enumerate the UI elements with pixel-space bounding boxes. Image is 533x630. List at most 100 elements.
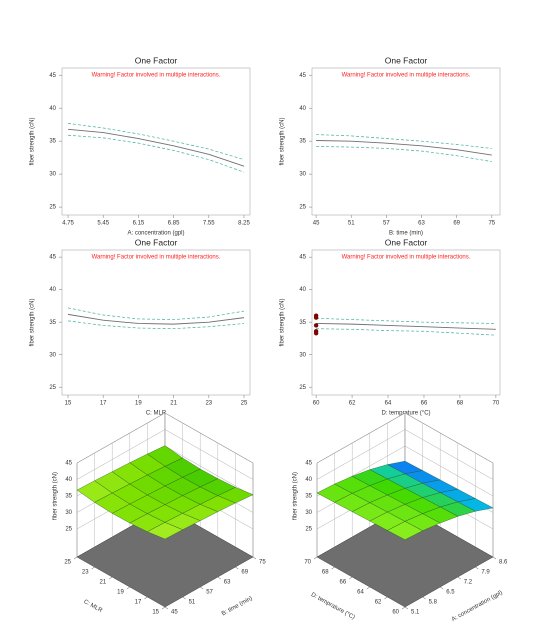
data-point (313, 315, 319, 320)
x-tick-label: 66 (421, 401, 428, 407)
y-tick (73, 556, 78, 560)
x-tick-label: 63 (224, 580, 231, 586)
x-tick-label: 75 (488, 221, 495, 227)
x-tick-label: 45 (313, 221, 320, 227)
y-tick (313, 556, 318, 560)
chart-title: One Factor (135, 55, 178, 65)
x-tick-label: 51 (348, 221, 355, 227)
x-tick-label: 5.45 (97, 221, 109, 227)
y-axis-label: D: temprature (°C) (310, 592, 356, 621)
x-tick (422, 596, 426, 600)
y-tick-label: 35 (299, 139, 306, 145)
y-tick-label: 25 (64, 560, 71, 566)
y-tick (109, 576, 113, 580)
x-tick (235, 566, 239, 570)
z-tick-label: 40 (305, 477, 312, 483)
chart-title: One Factor (135, 237, 178, 247)
ci-line (316, 134, 492, 149)
y-tick-label: 25 (49, 205, 56, 211)
x-tick (404, 606, 409, 610)
x-tick (457, 576, 461, 580)
x-tick-label: 62 (349, 401, 356, 407)
y-axis-label: fiber strength (cN) (30, 298, 36, 346)
x-axis-label: B: time (min) (221, 596, 254, 618)
x-tick-label: 7.9 (481, 570, 490, 576)
x-tick-label: 21 (170, 401, 177, 407)
y-tick-label: 30 (299, 172, 306, 178)
y-tick-label: 40 (49, 106, 56, 112)
x-tick-label: 64 (385, 401, 392, 407)
x-tick-label: 6.5 (446, 590, 455, 596)
x-tick-label: 63 (418, 221, 425, 227)
x-tick-label: 4.75 (62, 221, 74, 227)
chart-title: One Factor (385, 55, 428, 65)
y-axis-label: fiber strength (cN) (280, 298, 286, 346)
y-axis-label: C: MLR (82, 599, 103, 614)
ci-line (67, 307, 245, 320)
data-point (313, 323, 319, 328)
annotation: Warning! Factor involved in multiple int… (342, 73, 471, 79)
x-tick-label: 5.8 (429, 600, 438, 606)
x-tick (252, 556, 257, 560)
y-tick-label: 45 (299, 255, 306, 261)
z-tick-label: 35 (305, 494, 312, 500)
x-tick-label: 17 (100, 401, 107, 407)
plot-frame (61, 249, 251, 396)
x-tick-label: 69 (453, 221, 460, 227)
x-tick (217, 576, 221, 580)
x-tick (440, 586, 444, 590)
x-tick (182, 596, 186, 600)
plot-frame (311, 67, 501, 216)
y-tick-label: 17 (135, 600, 142, 606)
x-tick-label: 25 (241, 401, 248, 407)
y-axis-label: fiber strength (cN) (280, 117, 286, 165)
y-tick-label: 25 (299, 205, 306, 211)
x-tick-label: 69 (241, 570, 248, 576)
z-tick-label: 45 (65, 461, 72, 467)
y-tick-label: 70 (304, 560, 311, 566)
x-axis-label: A: concentration (gpl) (127, 231, 184, 237)
y-tick-label: 35 (299, 320, 306, 326)
z-tick-label: 45 (305, 461, 312, 467)
z-tick-label: 40 (65, 477, 72, 483)
annotation: Warning! Factor involved in multiple int… (92, 255, 221, 261)
prediction-line (67, 128, 245, 167)
x-tick-label: 8.25 (238, 221, 250, 227)
y-tick-label: 45 (299, 73, 306, 79)
x-tick-label: 5.1 (411, 610, 420, 616)
ci-line (67, 123, 245, 160)
y-tick (366, 586, 370, 590)
x-tick (200, 586, 204, 590)
y-tick-label: 35 (49, 139, 56, 145)
x-axis-label: A: concentration (gpl) (451, 590, 504, 623)
y-tick-label: 64 (357, 590, 364, 596)
x-tick-label: 8.6 (499, 560, 508, 566)
data-point (313, 331, 319, 336)
y-tick-label: 25 (299, 385, 306, 391)
z-tick-label: 30 (305, 510, 312, 516)
x-tick (164, 606, 169, 610)
prediction-line (67, 313, 245, 325)
y-tick-label: 40 (49, 287, 56, 293)
y-tick-label: 40 (299, 287, 306, 293)
annotation: Warning! Factor involved in multiple int… (342, 255, 471, 261)
y-tick-label: 60 (392, 610, 399, 616)
chart-title: One Factor (385, 237, 428, 247)
plot-frame (61, 67, 251, 216)
ci-line (68, 134, 245, 173)
y-tick (331, 566, 335, 570)
x-tick-label: 23 (205, 401, 212, 407)
x-tick-label: 19 (135, 401, 142, 407)
x-tick-label: 57 (383, 221, 390, 227)
y-tick-label: 19 (117, 590, 124, 596)
prediction-line (316, 323, 496, 330)
y-tick-label: 45 (49, 73, 56, 79)
z-tick-label: 25 (305, 527, 312, 533)
y-tick-label: 21 (100, 580, 107, 586)
x-axis-label: B: time (min) (389, 231, 423, 237)
x-tick-label: 6.85 (168, 221, 180, 227)
y-tick (384, 596, 388, 600)
x-tick-label: 51 (189, 600, 196, 606)
x-tick-label: 68 (457, 401, 464, 407)
